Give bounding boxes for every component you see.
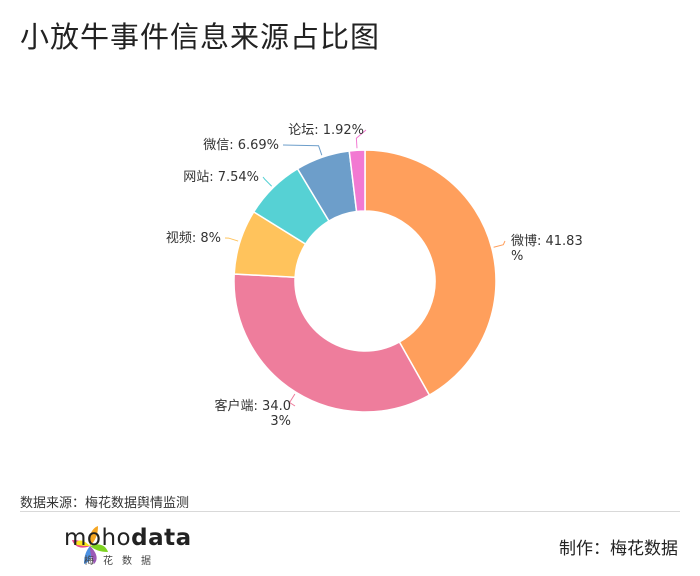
leader-line-论坛	[355, 129, 367, 149]
slice-客户端[interactable]	[233, 273, 431, 413]
footer-divider	[20, 511, 680, 512]
leader-line-微博	[493, 240, 506, 248]
pinwheel-logo-icon	[72, 526, 108, 564]
brand-name: mohodata	[64, 525, 192, 551]
leader-line-客户端	[288, 393, 296, 407]
slice-论坛[interactable]	[348, 149, 366, 213]
data-label-视频: 视频: 8%	[166, 231, 221, 246]
maker-credit: 制作：梅花数据	[559, 539, 678, 559]
data-label-网站: 网站: 7.54%	[183, 170, 259, 185]
data-label-论坛: 论坛: 1.92%	[288, 123, 364, 138]
leader-line-网站	[262, 176, 273, 187]
leader-line-微信	[282, 144, 323, 156]
data-label-微博: 微博: 41.83%	[511, 234, 583, 264]
chart-title: 小放牛事件信息来源占比图	[20, 20, 381, 54]
brand-subtitle: 梅花数据	[84, 556, 160, 567]
donut-chart: 微博: 41.83 % 客户端: 34.0 3% 视频: 8% 网站: 7.54% 微信: …	[166, 123, 583, 429]
slice-微博[interactable]	[364, 149, 497, 397]
data-source: 数据来源：梅花数据舆情监测	[20, 496, 190, 511]
data-label-客户端: 客户端: 34.0 3%	[215, 398, 291, 429]
leader-line-视频	[224, 237, 239, 242]
data-label-微信: 微信: 6.69%	[203, 138, 279, 153]
